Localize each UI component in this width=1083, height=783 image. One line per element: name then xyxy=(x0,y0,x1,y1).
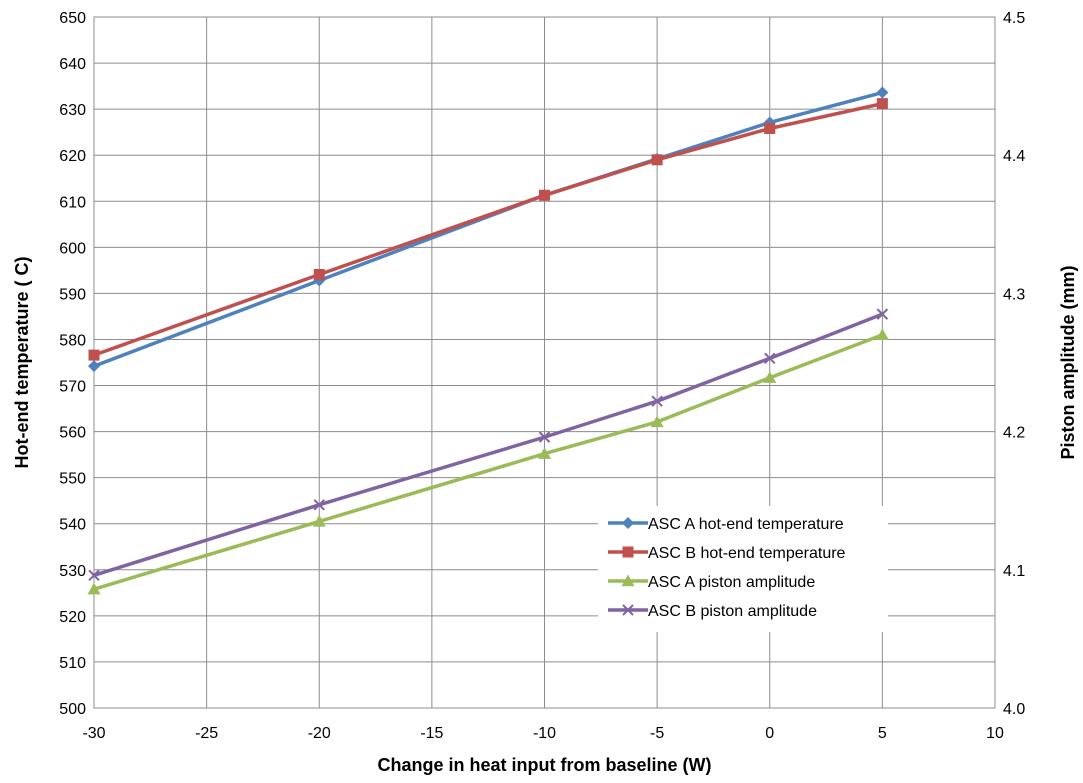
y-tick-label: 540 xyxy=(59,517,86,534)
legend: ASC A hot-end temperature ASC B hot-end t… xyxy=(598,506,888,632)
legend-label: ASC B piston amplitude xyxy=(648,603,817,620)
y-tick-label: 630 xyxy=(59,102,86,119)
x-tick-label: -10 xyxy=(533,725,556,742)
series-line xyxy=(93,101,883,357)
x-tick-label: -25 xyxy=(195,725,218,742)
series-line xyxy=(93,312,884,577)
data-point xyxy=(764,352,776,365)
data-point xyxy=(88,569,100,582)
series-2 xyxy=(88,98,888,361)
data-point xyxy=(763,371,777,383)
data-point xyxy=(651,395,663,407)
y-tick-label: 600 xyxy=(59,240,86,257)
y2-axis-title: Piston amplitude (mm) xyxy=(1058,265,1078,459)
data-point xyxy=(875,328,889,341)
x-tick-label: 10 xyxy=(986,725,1004,742)
legend-label: ASC B hot-end temperature xyxy=(648,545,846,562)
x-tick-label: 0 xyxy=(765,725,774,742)
x-tick-label: 5 xyxy=(878,725,887,742)
x-tick-label: -15 xyxy=(420,725,443,742)
legend-swatch-marker xyxy=(622,546,634,558)
data-point xyxy=(88,349,100,361)
series-line xyxy=(93,333,883,591)
data-point xyxy=(88,360,100,373)
data-point xyxy=(313,269,325,281)
y-tick-label: 520 xyxy=(59,609,86,626)
y-tick-label: 620 xyxy=(59,148,86,165)
data-point xyxy=(312,514,326,527)
data-point xyxy=(876,308,889,320)
x-tick-label: -20 xyxy=(308,725,331,742)
x-tick-label: -30 xyxy=(82,725,105,742)
y-tick-label: 530 xyxy=(59,563,86,580)
legend-item: ASC A piston amplitude xyxy=(608,574,815,591)
y-tick-label: 550 xyxy=(59,471,86,488)
y-axis-title: Hot-end temperature ( C) xyxy=(12,256,32,468)
y-tick-label: 650 xyxy=(59,10,86,27)
data-point xyxy=(876,98,888,110)
y2-tick-label: 4.2 xyxy=(1003,425,1025,442)
y-tick-label: 610 xyxy=(59,194,86,211)
y-tick-label: 640 xyxy=(59,56,86,73)
data-point xyxy=(651,154,663,166)
data-point xyxy=(876,86,889,99)
y-tick-label: 590 xyxy=(59,286,86,303)
legend-label: ASC A hot-end temperature xyxy=(648,516,844,533)
data-point xyxy=(538,431,551,443)
y2-tick-label: 4.1 xyxy=(1003,563,1025,580)
y2-tick-label: 4.3 xyxy=(1003,286,1025,303)
y-tick-label: 510 xyxy=(59,655,86,672)
data-point xyxy=(538,447,551,459)
legend-item: ASC A hot-end temperature xyxy=(608,516,844,533)
y-tick-label: 500 xyxy=(59,701,86,718)
data-point xyxy=(87,582,101,595)
series-3 xyxy=(87,328,889,595)
y-tick-label: 560 xyxy=(59,425,86,442)
y-tick-label: 580 xyxy=(59,332,86,349)
series-4 xyxy=(88,308,889,582)
x-tick-label: -5 xyxy=(650,725,664,742)
legend-swatch-marker xyxy=(622,604,634,616)
y2-tick-label: 4.4 xyxy=(1003,148,1025,165)
series-line xyxy=(93,90,883,368)
data-point xyxy=(313,499,325,511)
x-axis-title: Change in heat input from baseline (W) xyxy=(377,755,711,775)
legend-swatch-marker xyxy=(622,517,634,529)
legend-swatch-marker xyxy=(621,574,635,587)
y-tick-label: 570 xyxy=(59,379,86,396)
y2-tick-label: 4.5 xyxy=(1003,10,1025,27)
y2-tick-label: 4.0 xyxy=(1003,701,1025,718)
data-point xyxy=(650,415,664,428)
data-point xyxy=(764,122,776,134)
data-point xyxy=(539,189,550,201)
legend-item: ASC B hot-end temperature xyxy=(608,545,846,562)
legend-label: ASC A piston amplitude xyxy=(648,574,815,591)
legend-item: ASC B piston amplitude xyxy=(608,603,817,620)
